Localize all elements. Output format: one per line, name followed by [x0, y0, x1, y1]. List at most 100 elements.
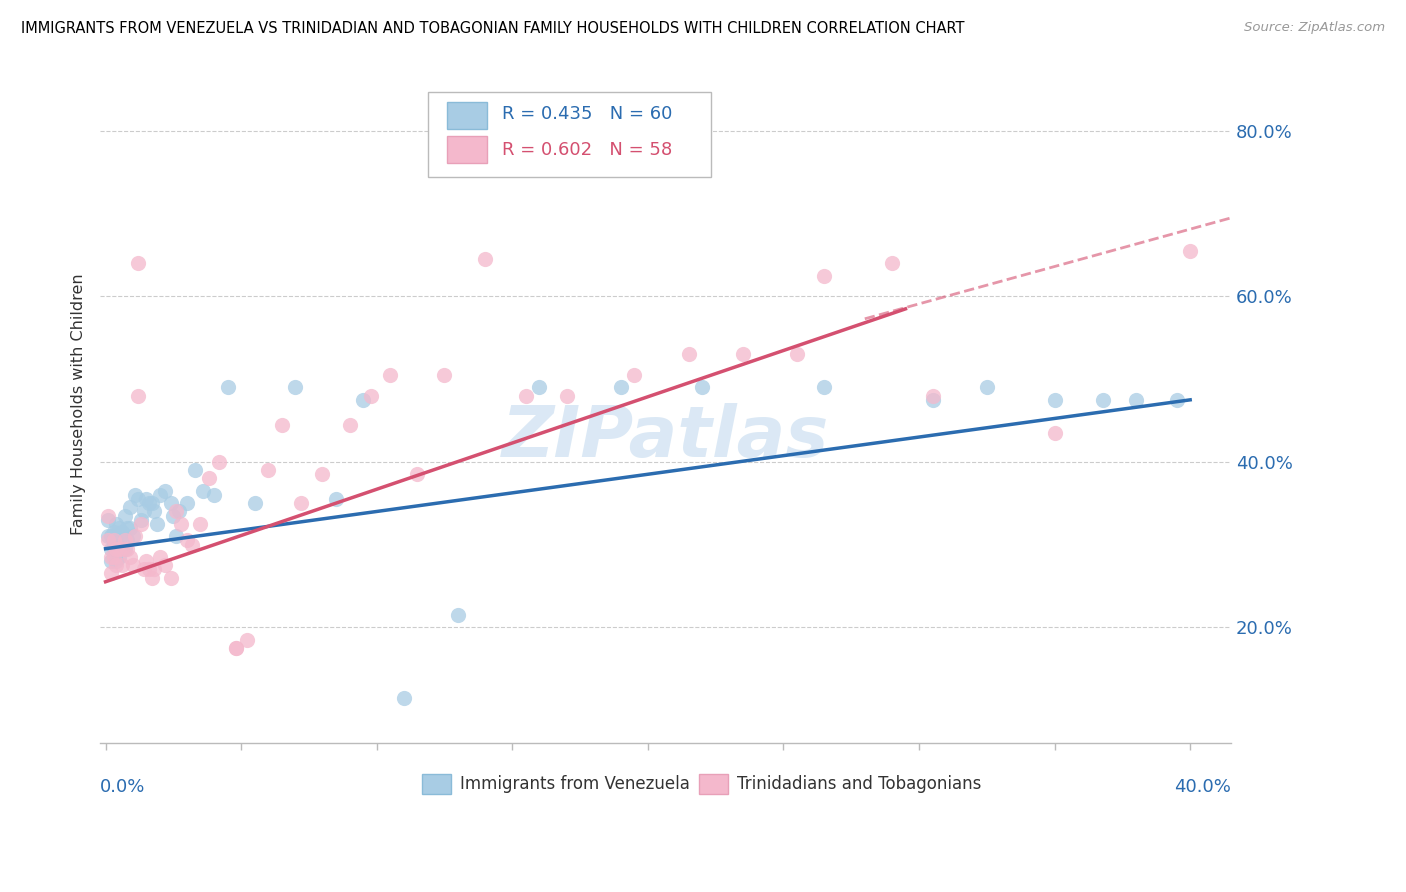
Point: [118, 521, 141, 535]
Point: [97, 513, 120, 527]
Point: [100, 549, 122, 564]
Point: [352, 392, 374, 407]
Text: Source: ZipAtlas.com: Source: ZipAtlas.com: [1244, 21, 1385, 35]
Point: [360, 389, 382, 403]
Point: [138, 562, 160, 576]
Point: [555, 389, 578, 403]
Point: [392, 690, 415, 705]
Point: [129, 516, 152, 531]
Point: [609, 380, 631, 394]
Point: [325, 491, 347, 506]
Point: [103, 549, 125, 564]
Point: [114, 533, 136, 548]
Point: [127, 491, 149, 506]
Point: [114, 508, 136, 523]
Point: [284, 380, 307, 394]
Point: [100, 541, 122, 556]
Point: [118, 500, 141, 515]
Text: Trinidadians and Tobagonians: Trinidadians and Tobagonians: [737, 774, 981, 793]
Point: [132, 562, 155, 576]
Point: [105, 541, 128, 556]
Point: [1166, 392, 1188, 407]
Point: [155, 558, 177, 573]
Point: [143, 504, 166, 518]
Point: [202, 488, 225, 502]
Point: [138, 496, 160, 510]
Text: R = 0.435   N = 60: R = 0.435 N = 60: [502, 105, 672, 123]
Point: [135, 491, 157, 506]
Point: [132, 504, 155, 518]
Point: [176, 533, 198, 548]
Point: [880, 256, 903, 270]
Point: [111, 541, 134, 556]
Point: [100, 566, 122, 581]
Point: [121, 558, 143, 573]
Point: [813, 268, 835, 283]
Point: [921, 392, 943, 407]
Point: [108, 541, 131, 556]
Point: [976, 380, 998, 394]
Text: Immigrants from Venezuela: Immigrants from Venezuela: [460, 774, 689, 793]
Point: [190, 516, 212, 531]
Point: [225, 640, 247, 655]
Point: [1043, 425, 1066, 440]
Point: [159, 571, 181, 585]
Y-axis label: Family Households with Children: Family Households with Children: [72, 273, 86, 535]
Bar: [699, 773, 728, 794]
Point: [124, 488, 146, 502]
Point: [108, 533, 131, 548]
Point: [690, 380, 713, 394]
Point: [380, 368, 402, 382]
Point: [433, 368, 456, 382]
Point: [235, 632, 257, 647]
Point: [474, 252, 496, 267]
Point: [1043, 392, 1066, 407]
Text: R = 0.602   N = 58: R = 0.602 N = 58: [502, 141, 672, 159]
Point: [159, 496, 181, 510]
Point: [135, 554, 157, 568]
Point: [243, 496, 266, 510]
Point: [217, 380, 239, 394]
Point: [149, 488, 172, 502]
Point: [406, 467, 429, 482]
Point: [786, 347, 808, 361]
Point: [623, 368, 645, 382]
Point: [103, 541, 125, 556]
Point: [129, 513, 152, 527]
Point: [117, 521, 139, 535]
Point: [141, 571, 163, 585]
Text: 0.0%: 0.0%: [100, 778, 145, 797]
Bar: [422, 773, 451, 794]
Point: [108, 549, 131, 564]
Point: [193, 483, 215, 498]
Point: [141, 496, 163, 510]
Point: [97, 508, 120, 523]
Point: [105, 541, 128, 556]
Point: [290, 496, 312, 510]
Point: [731, 347, 754, 361]
Point: [197, 471, 219, 485]
Point: [127, 389, 149, 403]
Point: [103, 525, 125, 540]
Point: [447, 607, 470, 622]
Point: [114, 541, 136, 556]
Point: [105, 533, 128, 548]
Bar: [447, 103, 486, 129]
Point: [105, 516, 128, 531]
Point: [149, 549, 172, 564]
Point: [97, 529, 120, 543]
Point: [813, 380, 835, 394]
Point: [208, 455, 231, 469]
Point: [165, 529, 187, 543]
Point: [111, 558, 134, 573]
Point: [118, 549, 141, 564]
Text: 40.0%: 40.0%: [1174, 778, 1230, 797]
Point: [105, 558, 128, 573]
Bar: [447, 136, 486, 163]
Point: [678, 347, 700, 361]
Point: [143, 562, 166, 576]
Point: [170, 516, 193, 531]
Point: [311, 467, 333, 482]
Point: [181, 537, 204, 551]
Point: [127, 256, 149, 270]
